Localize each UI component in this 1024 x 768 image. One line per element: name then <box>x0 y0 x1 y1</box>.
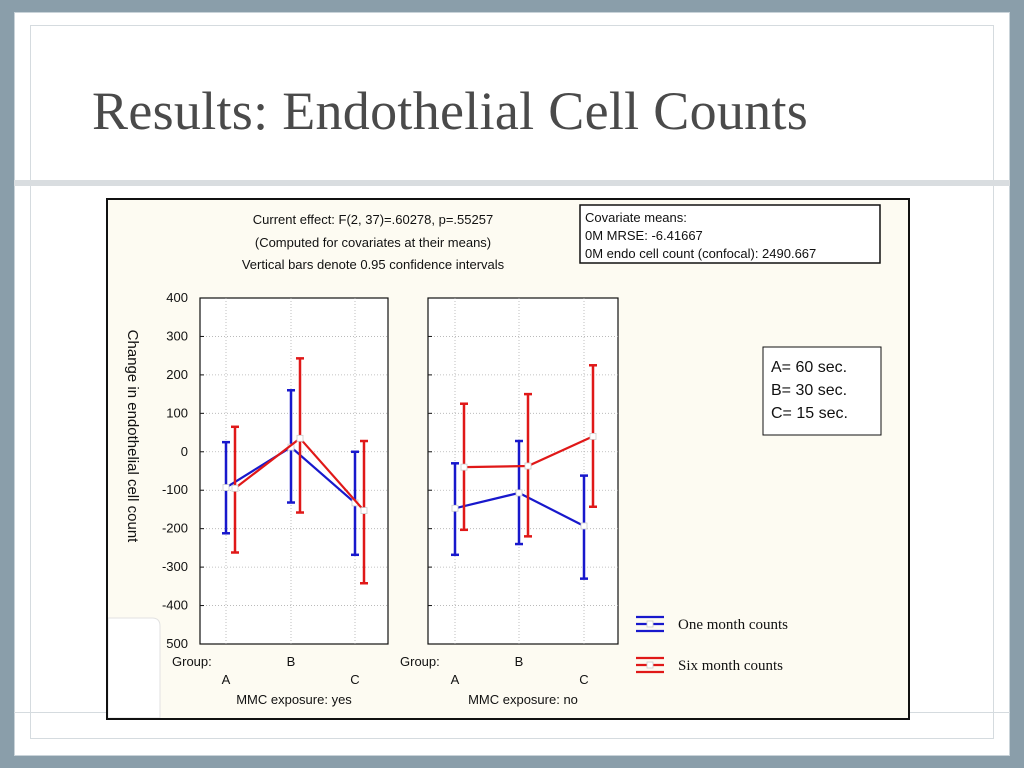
slide-frame <box>30 25 994 739</box>
y-tick-label: 0 <box>181 444 188 459</box>
data-point <box>360 507 368 514</box>
y-tick-label: 100 <box>166 405 188 420</box>
chart-header-line2: (Computed for covariates at their means) <box>255 235 491 250</box>
data-point <box>222 484 230 491</box>
group-key-line2: B= 30 sec. <box>771 382 847 399</box>
corner-notch <box>107 617 161 719</box>
panel-mmc-yes: Group: A B C MMC exposure: yes <box>172 297 389 707</box>
panel-label: MMC exposure: yes <box>236 692 352 707</box>
data-point <box>231 484 239 492</box>
slide: Results: Endothelial Cell Counts Current… <box>14 12 1010 756</box>
title-divider <box>14 180 1010 186</box>
panel-label: MMC exposure: no <box>468 692 578 707</box>
covariate-line1: Covariate means: <box>585 210 687 225</box>
y-tick-labels: 400 300 200 100 0 -100 -200 -300 -400 500 <box>162 290 188 651</box>
slide-title: Results: Endothelial Cell Counts <box>92 81 809 141</box>
group-key-box <box>762 346 882 436</box>
covariate-box <box>579 204 881 264</box>
covariate-line3: 0M endo cell count (confocal): 2490.667 <box>585 246 816 261</box>
category-tick-label: A <box>451 672 460 687</box>
legend-label: Six month counts <box>678 658 783 674</box>
legend-swatch-marker <box>646 620 654 628</box>
group-axis-label: Group: <box>172 654 212 669</box>
data-point <box>451 504 459 512</box>
data-point <box>296 434 304 442</box>
legend-label: One month counts <box>678 617 788 633</box>
y-tick-label: -100 <box>162 482 188 497</box>
chart-header-line3: Vertical bars denote 0.95 confidence int… <box>242 257 505 272</box>
category-tick-label: C <box>579 672 588 687</box>
group-key-line1: A= 60 sec. <box>771 359 847 376</box>
chart-svg: Current effect: F(2, 37)=.60278, p=.5525… <box>107 204 882 719</box>
y-tick-label: 300 <box>166 328 188 343</box>
category-tick-label: A <box>222 672 231 687</box>
category-tick-label: B <box>515 654 524 669</box>
data-point <box>589 432 597 440</box>
y-tick-label: -300 <box>162 559 188 574</box>
plot-frame <box>199 297 389 645</box>
y-axis-label: Change in endothelial cell count <box>124 330 141 543</box>
chart-container: Current effect: F(2, 37)=.60278, p=.5525… <box>106 198 910 720</box>
y-tick-label: 400 <box>166 290 188 305</box>
group-key-line3: C= 15 sec. <box>771 405 848 422</box>
data-point <box>524 462 532 470</box>
y-tick-label: -200 <box>162 521 188 536</box>
y-tick-label: 200 <box>166 367 188 382</box>
legend: One month counts Six month counts <box>636 615 788 674</box>
chart-header-line1: Current effect: F(2, 37)=.60278, p=.5525… <box>253 212 493 227</box>
data-point <box>515 489 523 497</box>
y-tick-label: 500 <box>166 636 188 651</box>
legend-swatch-marker <box>646 661 654 669</box>
data-point <box>460 463 468 471</box>
data-point <box>580 522 588 530</box>
category-tick-label: B <box>287 654 296 669</box>
category-tick-label: C <box>350 672 359 687</box>
y-tick-label: -400 <box>162 598 188 613</box>
plot-frame <box>427 297 619 645</box>
covariate-line2: 0M MRSE: -6.41667 <box>585 228 703 243</box>
group-axis-label: Group: <box>400 654 440 669</box>
